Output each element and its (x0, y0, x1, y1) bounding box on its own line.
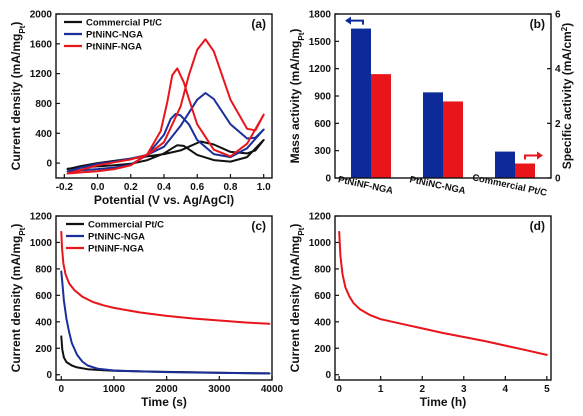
left-axis-arrow-head (345, 16, 351, 25)
y-tick-label: 1000 (30, 238, 53, 249)
y-tick-label: 1200 (309, 64, 332, 75)
bar-mass-activity (423, 92, 443, 178)
right-axis-arrow-head (537, 151, 543, 160)
y-tick-label: 1200 (30, 212, 53, 223)
panel-label: (d) (530, 219, 545, 233)
y-tick-label: 400 (314, 317, 331, 328)
right-axis-arrow (524, 154, 537, 160)
x-tick-label: 0 (58, 384, 64, 395)
bar-specific-activity (371, 74, 391, 178)
x-tick-label: -0.2 (56, 182, 74, 193)
x-tick-label: 1 (378, 384, 384, 395)
series-line-ptninf-nga (66, 38, 265, 175)
y-tick-label: 0 (325, 174, 331, 185)
plot-frame (334, 13, 552, 179)
plot-frame (55, 13, 273, 179)
x-axis-label: Potential (V vs. Ag/AgCl) (94, 193, 234, 207)
x-tick-label: 2000 (156, 384, 179, 395)
legend-entry: PtNiNF-NGA (88, 244, 144, 255)
x-tick-label: 0.0 (91, 182, 105, 193)
x-tick-label: 1000 (103, 384, 126, 395)
bar-mass-activity (351, 28, 371, 179)
x-tick-label: 0.6 (190, 182, 204, 193)
y2-tick-label: 2 (555, 119, 561, 130)
y-tick-label: 900 (314, 92, 331, 103)
panel-label: (a) (251, 17, 266, 31)
y-tick-label: 1500 (309, 37, 332, 48)
y-tick-label: 400 (35, 129, 52, 140)
axis-ylabel: Current density (mA/mgPt) (9, 224, 27, 373)
y-tick-label: 200 (35, 344, 52, 355)
axis-ylabel: Mass activity (mA/mgPt) (288, 29, 306, 164)
y-tick-label: 400 (35, 317, 52, 328)
series-line-data-0 (338, 230, 548, 356)
y-tick-label: 1000 (309, 238, 332, 249)
y2-tick-label: 0 (555, 174, 561, 185)
y-tick-label: 0 (46, 370, 52, 381)
x-tick-label: 0.8 (224, 182, 238, 193)
x-tick-label: 3 (461, 384, 467, 395)
y-tick-label: 1600 (30, 39, 53, 50)
y2-axis-label: Specific activity (mA/cm2) (560, 23, 575, 170)
legend-entry: PtNiNC-NGA (86, 30, 143, 41)
y-tick-label: 0 (325, 370, 331, 381)
bar-specific-activity (443, 101, 463, 178)
left-axis-arrow (351, 19, 364, 25)
x-tick-label: 1.0 (257, 182, 271, 193)
y-tick-label: 1200 (30, 69, 53, 80)
x-tick-label: 2 (419, 384, 425, 395)
legend-entry: Commercial Pt/C (86, 18, 162, 29)
series-line-ptninc-nga (60, 270, 271, 375)
legend-entry: PtNiNC-NGA (88, 232, 145, 243)
x-tick-label: 0.4 (157, 182, 171, 193)
y-tick-label: 600 (35, 291, 52, 302)
y-tick-label: 1200 (309, 212, 332, 223)
x-tick-label: 4000 (261, 384, 284, 395)
y-tick-label: 1800 (309, 10, 332, 21)
y-tick-label: 0 (46, 159, 52, 170)
y-tick-label: 600 (314, 291, 331, 302)
panel-label: (b) (530, 17, 545, 31)
x-axis-label: Time (h) (420, 395, 466, 409)
axis-ylabel: Current density (mA/mgPt) (288, 224, 306, 373)
bar-specific-activity (515, 163, 535, 178)
panel-b-chart: PtNiNF-NGA PtNiNC-NGA Commercial Pt/C03006… (288, 10, 574, 199)
plot-frame (334, 215, 552, 381)
bar-mass-activity (495, 151, 515, 178)
y-tick-label: 800 (35, 99, 52, 110)
y-tick-label: 600 (314, 119, 331, 130)
y-tick-label: 300 (314, 146, 331, 157)
x-tick-label: 0 (336, 384, 342, 395)
panel-a-chart: -0.2 0.0 0.2 0.4 0.6 0.8 1.0 0 400 800 1200 1600 200… (9, 10, 273, 207)
y-tick-label: 200 (314, 344, 331, 355)
x-tick-label: 0.2 (124, 182, 138, 193)
y2-tick-label: 6 (555, 10, 561, 21)
legend-entry: Commercial Pt/C (88, 220, 164, 231)
axis-ylabel: Current density (mA/mgPt) (9, 22, 27, 171)
y-tick-label: 2000 (30, 10, 53, 21)
panel-label: (c) (251, 219, 266, 233)
y-tick-label: 800 (35, 264, 52, 275)
y-tick-label: 800 (314, 264, 331, 275)
x-tick-label: 3000 (208, 384, 231, 395)
series-line-ptninf-nga (60, 230, 271, 325)
panel-d-chart: 0 1 2 3 4 5 0 200 400 600 800 1000 1200 (d) Time (h) Cu… (288, 212, 552, 409)
legend-entry: PtNiNF-NGA (86, 42, 142, 53)
panel-c-chart: 0 1000 2000 3000 4000 0 200 400 600 800 1000 1200 (c… (9, 212, 284, 410)
plot-frame (55, 215, 273, 381)
x-tick-label: 5 (544, 384, 550, 395)
x-tick-label: 4 (503, 384, 509, 395)
x-axis-label: Time (s) (141, 395, 187, 409)
y2-tick-label: 4 (555, 64, 561, 75)
